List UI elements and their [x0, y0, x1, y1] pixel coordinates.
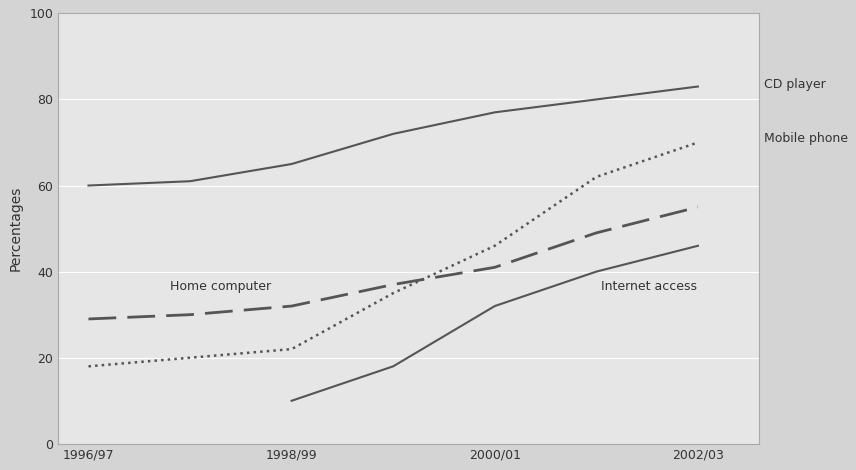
Text: Internet access: Internet access	[602, 280, 698, 293]
Text: Mobile phone: Mobile phone	[764, 132, 848, 145]
Y-axis label: Percentages: Percentages	[9, 186, 22, 271]
Text: CD player: CD player	[764, 78, 826, 91]
Text: Home computer: Home computer	[169, 280, 270, 293]
